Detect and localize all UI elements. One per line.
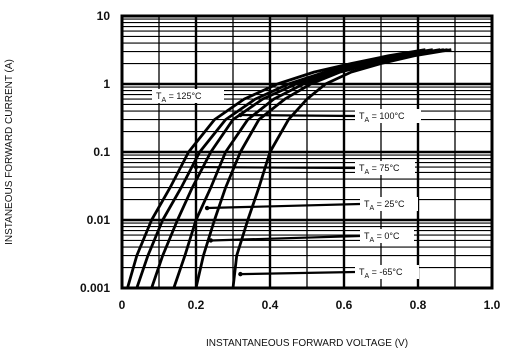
annotation-leader [240,270,356,276]
chart-grid [122,16,492,288]
x-tick-label: 0 [119,298,126,312]
annotation-arrowhead [193,164,199,170]
annotation-box [355,161,415,175]
annotation-1: TA = 100°C [238,109,421,124]
annotation-leader [210,234,361,242]
series-line-4 [194,48,448,289]
x-axis-label: INSTANTANEOUS FORWARD VOLTAGE (V) [206,338,408,349]
y-tick-label: 0.1 [93,145,110,159]
annotation-arrowhead [238,112,243,118]
x-tick-label: 1.0 [484,298,501,312]
annotation-label: TA = 75°C [359,163,400,176]
annotation-leader [240,113,356,118]
annotation-label: TA = 100°C [359,111,405,124]
annotation-arrowhead [208,238,213,243]
annotation-box [355,265,419,279]
series-line-0 [126,48,426,289]
x-tick-label: 0.8 [410,298,427,312]
annotation-label: TA = -65°C [359,267,403,280]
annotation-leader [207,202,361,210]
y-axis-label: INSTANEOUS FORWARD CURRENT (A) [4,59,15,245]
y-tick-label: 0.001 [80,281,110,295]
x-axis-tick-labels: 0 0.2 0.4 0.6 0.8 1.0 [119,298,501,312]
annotation-box [360,197,418,211]
annotation-4: TA = 0°C [208,229,414,244]
annotation-0: TA = 125°C [152,89,225,104]
series-line-1 [135,48,434,289]
annotation-box [360,229,414,243]
x-tick-label: 0.2 [188,298,205,312]
annotation-leader [195,165,356,170]
y-axis-tick-labels: 10 1 0.1 0.01 0.001 [80,9,110,295]
annotation-2: TA = 75°C [193,161,415,176]
y-tick-label: 0.01 [87,213,111,227]
annotation-3: TA = 25°C [204,197,418,212]
plot-frame [120,14,494,290]
annotation-label: TA = 25°C [364,199,405,212]
annotation-arrowhead [204,205,210,211]
annotation-label: TA = 0°C [364,231,400,244]
chart-series-group [126,48,452,289]
chart-annotations: TA = 125°C TA = 100°C TA = 75°C TA = 25°C TA… [152,89,421,280]
x-tick-label: 0.4 [262,298,279,312]
x-tick-label: 0.6 [336,298,353,312]
annotation-box [152,89,224,103]
series-line-5 [231,48,452,289]
y-tick-label: 10 [97,9,111,23]
annotation-label: TA = 125°C [156,91,202,104]
annotation-arrowhead [238,271,243,277]
annotation-5: TA = -65°C [238,265,419,280]
annotation-box [355,109,421,123]
y-tick-label: 1 [103,77,110,91]
